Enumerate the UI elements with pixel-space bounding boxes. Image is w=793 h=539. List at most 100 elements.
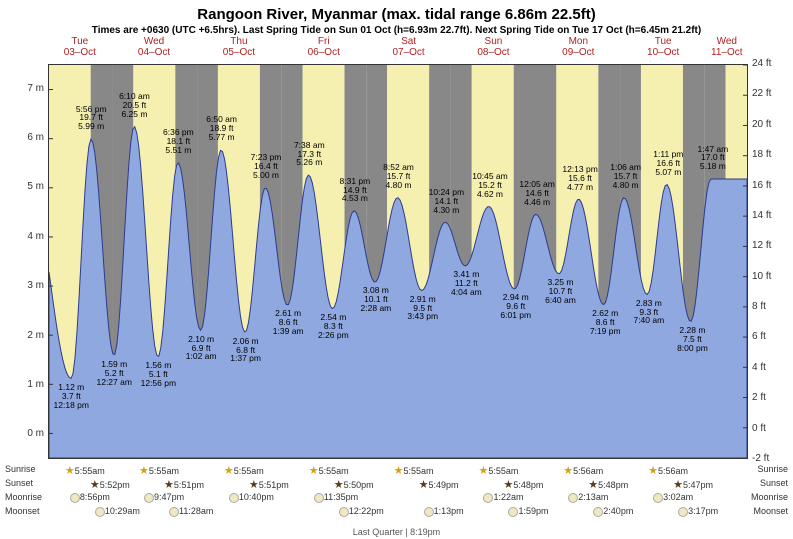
tide-annotation: 12:05 am14.6 ft4.46 m [515, 180, 559, 207]
sunset-item: ★5:47pm [673, 478, 713, 491]
sunset-item: ★5:51pm [249, 478, 289, 491]
date-label: Wed11–Oct [702, 36, 752, 58]
y-tick-ft: 2 ft [752, 392, 766, 403]
moon-icon [593, 507, 603, 517]
star-icon: ★ [478, 465, 488, 477]
tide-annotation: 2.10 m6.9 ft1:02 am [179, 335, 223, 362]
date-label: Wed04–Oct [129, 36, 179, 58]
star-icon: ★ [224, 465, 234, 477]
date-label: Sat07–Oct [384, 36, 434, 58]
sunrise-item: ★5:55am [224, 464, 264, 477]
tide-annotation: 3.08 m10.1 ft2:28 am [354, 286, 398, 313]
moon-icon [483, 493, 493, 503]
tide-annotation: 3.41 m11.2 ft4:04 am [444, 270, 488, 297]
moon-icon [144, 493, 154, 503]
tide-annotation: 6:10 am20.5 ft6.25 m [112, 92, 156, 119]
sunset-item: ★5:51pm [164, 478, 204, 491]
y-tick-ft: 24 ft [752, 58, 771, 69]
tide-annotation: 2.54 m8.3 ft2:26 pm [311, 313, 355, 340]
sunset-label-right: Sunset [760, 478, 788, 488]
y-tick-m: 0 m [27, 428, 44, 439]
sunrise-item: ★5:56am [648, 464, 688, 477]
y-tick-ft: 20 ft [752, 119, 771, 130]
sunrise-label-left: Sunrise [5, 464, 36, 474]
moon-icon [229, 493, 239, 503]
chart-subtitle: Times are +0630 (UTC +6.5hrs). Last Spri… [0, 25, 793, 36]
moonrise-item: 9:47pm [144, 492, 184, 503]
moon-icon [314, 493, 324, 503]
date-label: Mon09–Oct [553, 36, 603, 58]
moonrise-item: 3:02am [653, 492, 693, 503]
moon-icon [678, 507, 688, 517]
y-tick-m: 2 m [27, 330, 44, 341]
moonset-item: 12:22pm [339, 506, 384, 517]
moon-icon [169, 507, 179, 517]
star-icon: ★ [563, 465, 573, 477]
sunrise-item: ★5:56am [563, 464, 603, 477]
star-icon: ★ [648, 465, 658, 477]
y-tick-ft: 22 ft [752, 88, 771, 99]
y-tick-m: 3 m [27, 280, 44, 291]
plot-area: 1.12 m3.7 ft12:18 pm 5:56 pm19.7 ft5.99 m… [48, 64, 748, 459]
moon-icon [339, 507, 349, 517]
date-label: Tue03–Oct [55, 36, 105, 58]
date-label: Tue10–Oct [638, 36, 688, 58]
tide-annotation: 8:52 am15.7 ft4.80 m [377, 163, 421, 190]
date-label: Thu05–Oct [214, 36, 264, 58]
y-tick-ft: 10 ft [752, 271, 771, 282]
tide-annotation: 5:56 pm19.7 ft5.99 m [69, 105, 113, 132]
moonset-label-right: Moonset [753, 506, 788, 516]
moonrise-item: 1:22am [483, 492, 523, 503]
star-dark-icon: ★ [419, 479, 429, 491]
moon-icon [508, 507, 518, 517]
tide-annotation: 10:24 pm14.1 ft4.30 m [424, 188, 468, 215]
y-tick-ft: 6 ft [752, 331, 766, 342]
y-tick-ft: 8 ft [752, 301, 766, 312]
y-tick-ft: 16 ft [752, 180, 771, 191]
star-icon: ★ [65, 465, 75, 477]
tide-annotation: 1.59 m5.2 ft12:27 am [92, 360, 136, 387]
sunset-item: ★5:48pm [503, 478, 543, 491]
tide-annotation: 10:45 am15.2 ft4.62 m [468, 172, 512, 199]
sunset-item: ★5:52pm [90, 478, 130, 491]
tide-annotation: 1.56 m5.1 ft12:56 pm [136, 361, 180, 388]
tide-annotation: 1:11 pm16.6 ft5.07 m [646, 150, 690, 177]
tide-annotation: 8:31 pm14.9 ft4.53 m [333, 177, 377, 204]
date-label: Sun08–Oct [468, 36, 518, 58]
y-tick-m: 6 m [27, 132, 44, 143]
moon-icon [95, 507, 105, 517]
tide-annotation: 7:38 am17.3 ft5.26 m [287, 141, 331, 168]
chart-title: Rangoon River, Myanmar (max. tidal range… [0, 6, 793, 23]
star-icon: ★ [309, 465, 319, 477]
moonset-item: 2:40pm [593, 506, 633, 517]
star-dark-icon: ★ [90, 479, 100, 491]
tide-annotation: 2.94 m9.6 ft6:01 pm [494, 293, 538, 320]
tide-annotation: 1:06 am15.7 ft4.80 m [604, 163, 648, 190]
moonrise-item: 11:35pm [314, 492, 358, 503]
moonset-item: 3:17pm [678, 506, 718, 517]
tide-annotation: 6:36 pm18.1 ft5.51 m [156, 128, 200, 155]
y-tick-ft: 4 ft [752, 362, 766, 373]
sunset-item: ★5:48pm [588, 478, 628, 491]
tide-annotation: 2.91 m9.5 ft3:43 pm [401, 295, 445, 322]
star-dark-icon: ★ [334, 479, 344, 491]
y-tick-m: 4 m [27, 231, 44, 242]
tide-annotation: 1.12 m3.7 ft12:18 pm [49, 383, 93, 410]
tide-annotation: 2.62 m8.6 ft7:19 pm [583, 309, 627, 336]
moonset-item: 1:59pm [508, 506, 548, 517]
moonset-item: 11:28am [169, 506, 213, 517]
y-tick-ft: 18 ft [752, 149, 771, 160]
tide-annotation: 1:47 am17.0 ft5.18 m [691, 145, 735, 172]
moon-icon [424, 507, 434, 517]
y-tick-ft: 14 ft [752, 210, 771, 221]
star-dark-icon: ★ [503, 479, 513, 491]
moonrise-item: 8:56pm [70, 492, 110, 503]
moonset-label-left: Moonset [5, 506, 40, 516]
star-icon: ★ [394, 465, 404, 477]
star-icon: ★ [139, 465, 149, 477]
tide-annotation: 2.28 m7.5 ft8:00 pm [670, 326, 714, 353]
star-dark-icon: ★ [249, 479, 259, 491]
tide-annotation: 2.61 m8.6 ft1:39 am [266, 309, 310, 336]
moon-icon [653, 493, 663, 503]
sunset-label-left: Sunset [5, 478, 33, 488]
